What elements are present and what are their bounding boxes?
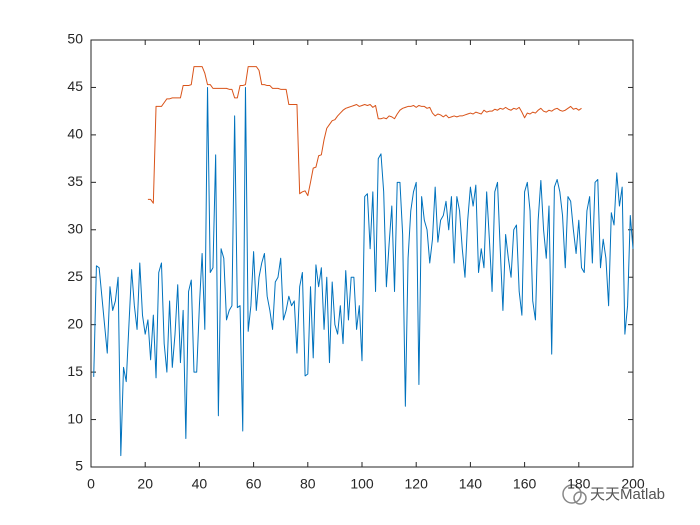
x-tick-label: 160 <box>513 476 537 492</box>
x-tick-label: 20 <box>137 476 153 492</box>
x-tick-label: 120 <box>405 476 429 492</box>
y-tick-label: 35 <box>67 173 83 189</box>
x-tick-label: 100 <box>350 476 374 492</box>
watermark: 天天Matlab <box>590 486 665 503</box>
x-tick-label: 80 <box>300 476 316 492</box>
watermark-icon <box>562 484 587 505</box>
x-tick-label: 60 <box>246 476 262 492</box>
x-tick-label: 200 <box>621 476 645 492</box>
x-tick-label: 40 <box>192 476 208 492</box>
y-tick-label: 15 <box>67 363 83 379</box>
y-tick-label: 20 <box>67 315 83 331</box>
x-tick-label: 180 <box>567 476 591 492</box>
y-tick-label: 25 <box>67 268 83 284</box>
y-tick-label: 10 <box>67 410 83 426</box>
y-tick-label: 40 <box>67 126 83 142</box>
y-tick-label: 30 <box>67 220 83 236</box>
line-series <box>93 86 634 457</box>
x-tick-label: 0 <box>87 476 95 492</box>
y-tick-label: 5 <box>75 458 83 474</box>
x-tick-label: 140 <box>459 476 483 492</box>
y-tick-label: 50 <box>67 31 83 47</box>
line-series <box>147 66 582 204</box>
plot-area <box>90 39 634 468</box>
y-tick-label: 45 <box>67 78 83 94</box>
